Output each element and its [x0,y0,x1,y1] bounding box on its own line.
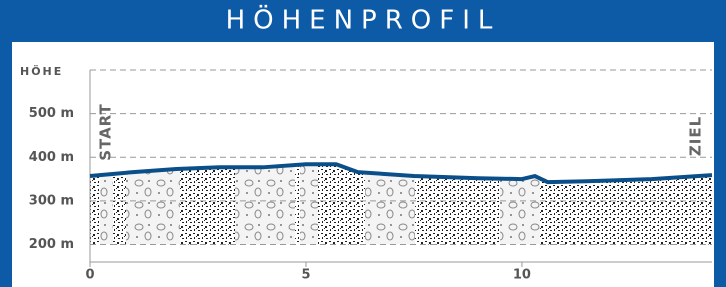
x-tick-label: 5 [301,268,310,283]
y-tick-label: 200 m [29,237,74,252]
y-tick-label: 300 m [29,193,74,208]
y-tick-label: 400 m [29,150,74,165]
end-label: ZIEL [687,116,705,156]
x-tick-label: 10 [513,268,531,283]
x-tick-label: 0 [85,268,94,283]
start-label: START [97,103,115,161]
panel [12,42,714,287]
y-axis-title: HÖHE [20,64,63,78]
chart-title: HÖHENPROFIL [226,4,501,36]
chart: HÖHENPROFIL HÖHE 200 m 300 m 400 m 500 m 0 5 1… [0,0,726,287]
y-tick-label: 500 m [29,106,74,121]
